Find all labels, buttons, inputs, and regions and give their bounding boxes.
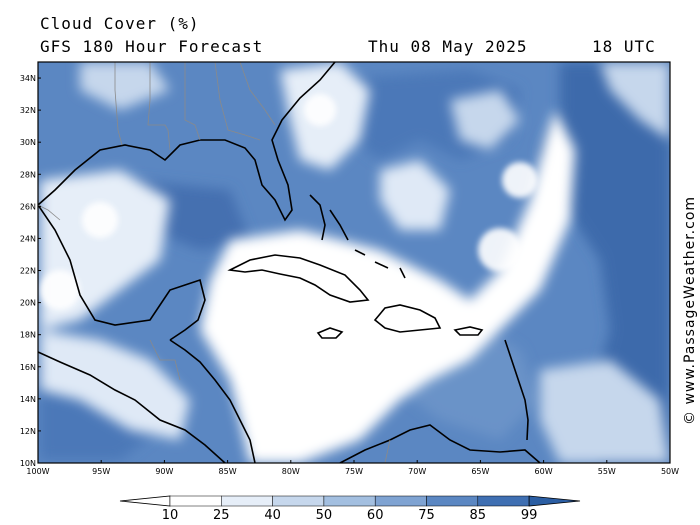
longitude-labels: 100W 95W 90W 85W 80W 75W 70W 65W 60W 55W 50W bbox=[26, 460, 679, 476]
lon-label: 55W bbox=[598, 467, 616, 476]
lat-label: 10N bbox=[20, 459, 36, 468]
colorbar-segment bbox=[374, 495, 427, 507]
lon-label: 90W bbox=[155, 467, 173, 476]
borders bbox=[38, 62, 391, 463]
colorbar-label: 50 bbox=[316, 508, 333, 523]
colorbar-label: 25 bbox=[213, 508, 230, 523]
colorbar-label: 99 bbox=[521, 508, 538, 523]
lon-label: 70W bbox=[408, 467, 426, 476]
colorbar-high-arrow bbox=[528, 495, 581, 507]
colorbar-label: 85 bbox=[470, 508, 487, 523]
lon-label: 85W bbox=[219, 467, 237, 476]
colorbar-segment bbox=[272, 495, 325, 507]
colorbar-segment bbox=[426, 495, 479, 507]
colorbar-segment bbox=[477, 495, 530, 507]
forecast-time: 18 UTC bbox=[592, 37, 656, 56]
lat-label: 22N bbox=[20, 267, 36, 276]
lat-label: 16N bbox=[20, 363, 36, 372]
lat-label: 12N bbox=[20, 427, 36, 436]
coastlines bbox=[38, 62, 541, 463]
lon-label: 100W bbox=[26, 467, 49, 476]
latitude-labels: 10N 12N 14N 16N 18N 20N 22N 24N 26N 28N 30N 32N 34N bbox=[20, 74, 41, 468]
lon-label: 80W bbox=[282, 467, 300, 476]
lat-label: 14N bbox=[20, 395, 36, 404]
lat-label: 18N bbox=[20, 331, 36, 340]
colorbar-label: 40 bbox=[264, 508, 281, 523]
lon-label: 65W bbox=[471, 467, 489, 476]
lon-label: 60W bbox=[535, 467, 553, 476]
lat-label: 32N bbox=[20, 106, 36, 115]
colorbar-segment bbox=[221, 495, 273, 507]
colorbar-segment bbox=[323, 495, 376, 507]
colorbar bbox=[119, 495, 581, 507]
lat-label: 26N bbox=[20, 202, 36, 211]
lat-label: 30N bbox=[20, 138, 36, 147]
map-title: Cloud Cover (%) bbox=[40, 14, 200, 33]
colorbar-low-arrow bbox=[119, 495, 171, 507]
cloud-field bbox=[38, 62, 670, 463]
lat-label: 20N bbox=[20, 299, 36, 308]
colorbar-label: 10 bbox=[162, 508, 179, 523]
forecast-subtitle: GFS 180 Hour Forecast bbox=[40, 37, 264, 56]
copyright-credit: © www.PassageWeather.com bbox=[682, 195, 698, 425]
colorbar-label: 60 bbox=[367, 508, 384, 523]
lat-label: 34N bbox=[20, 74, 36, 83]
lat-label: 28N bbox=[20, 170, 36, 179]
colorbar-labels: 10 25 40 50 60 75 85 99 bbox=[162, 508, 538, 523]
lat-label: 24N bbox=[20, 234, 36, 243]
lon-label: 75W bbox=[345, 467, 363, 476]
colorbar-label: 75 bbox=[418, 508, 435, 523]
lon-label: 95W bbox=[92, 467, 110, 476]
forecast-date: Thu 08 May 2025 bbox=[368, 37, 528, 56]
colorbar-segment bbox=[169, 495, 222, 507]
lon-label: 50W bbox=[661, 467, 679, 476]
